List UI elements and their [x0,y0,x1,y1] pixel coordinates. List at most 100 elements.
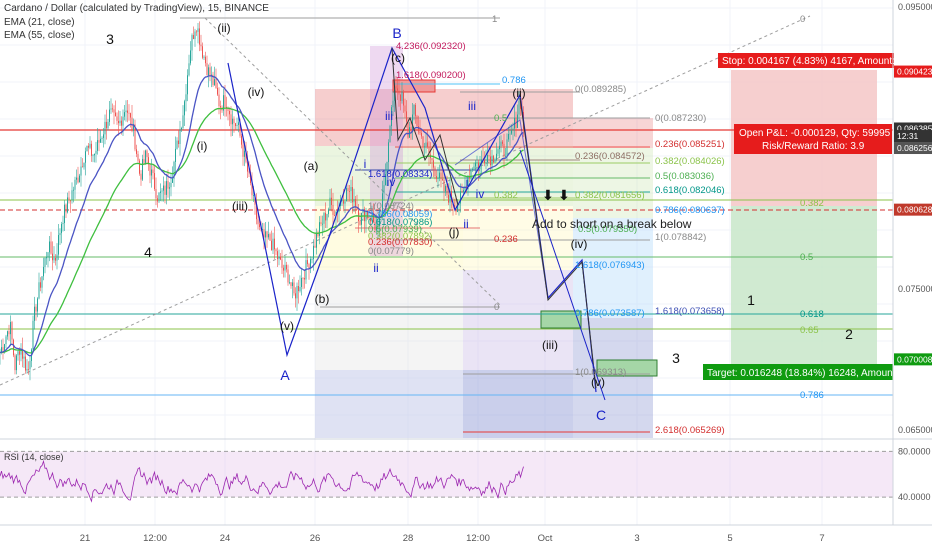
target-tag-bg [703,364,893,380]
candle-body [395,85,397,89]
candle-body [67,197,68,213]
candle-body [253,195,254,196]
candle-body [161,190,163,192]
wave-c-line [519,149,606,401]
candle-body [181,127,182,130]
candle-body [154,173,155,190]
candle-body [176,140,178,149]
candle-body [110,108,112,110]
candle-body [83,162,85,168]
candle-body [311,259,313,260]
candle-body [187,75,188,95]
candle-body [229,111,230,115]
fib-label: 0.236(0.085251) [655,139,725,150]
candle-body [194,31,196,40]
candle-body [512,128,514,131]
wave-label-1: 1 [747,292,755,308]
candle-body [347,187,349,192]
candle-body [518,100,520,115]
candle-body [76,177,77,180]
candle-body [251,183,253,196]
candle-body [392,100,394,108]
candle-body [460,191,461,204]
fib-lines [0,15,893,433]
candle-body [4,344,5,351]
fib-label: 0(0.07779) [368,246,414,257]
candle-body [137,153,139,161]
candle-body [80,166,82,176]
candle-body [496,153,497,160]
candle-body [427,142,428,148]
candle-body [494,159,496,163]
candle-body [94,153,95,156]
candle-body [184,101,185,116]
rsi-band [0,451,893,498]
fib-label: 1(0.078842) [655,232,706,243]
candle-body [197,28,199,32]
candle-body [269,234,271,241]
ema21-legend: EMA (21, close) [4,17,75,28]
candle-body [26,369,28,371]
candle-body [502,141,503,144]
candle-body [112,108,113,110]
rsi-legend: RSI (14, close) [4,452,64,462]
price-tick: 0.065000 [898,425,932,435]
fib-label: 1(0.08724) [368,201,414,212]
candle-body [386,162,388,175]
candle-body [346,187,347,202]
wave-inner-line [391,47,459,206]
candle-body [281,259,283,268]
candle-body [22,348,23,359]
candle-body [134,124,136,150]
candle-body [178,140,179,145]
candle-body [244,150,245,157]
candle-body [361,212,362,225]
wave-label-v-left: (v) [280,319,294,333]
candle-body [319,222,320,236]
price-badge: 0.070008 [897,354,932,364]
wave-sub-line [454,119,549,299]
candle-body [472,168,473,170]
position-zones [315,46,877,438]
candle-body [439,172,440,179]
candle-body [508,134,509,140]
wave-label-B: B [392,25,401,41]
candle-body [419,131,421,133]
candle-body [343,200,344,204]
fib-label: 2.618(0.065269) [655,425,725,436]
candle-body [259,224,260,228]
candle-body [172,178,173,183]
candle-body [182,115,184,128]
candle-body [79,175,80,183]
fib-box [463,206,573,270]
wave-label-ii-top: (ii) [217,21,230,35]
candle-body [320,222,322,224]
candle-body [32,320,34,350]
candle-body [425,142,427,147]
fib-label: 0.382 [800,198,824,209]
candle-body [383,185,385,194]
candle-body [196,31,197,33]
candle-body [1,347,2,353]
price-badge-bg [894,353,932,366]
candle-body [133,124,134,131]
candle-body [274,238,275,250]
candle-body [185,94,187,102]
candle-body [368,216,370,218]
candle-body [62,222,64,225]
candle-body [322,223,323,225]
candle-body [481,159,482,164]
candle-body [418,126,419,132]
candle-body [487,154,488,163]
candle-body [391,107,392,127]
down-arrow-icon: ⬇ [542,187,554,203]
fib-label: 0.618(0.07986) [368,217,432,228]
candle-body [389,126,391,143]
wave-label-ii-right: (ii) [512,86,525,100]
candle-body [202,46,203,58]
candle-body [290,282,292,287]
candle-body [283,267,284,271]
candle-body [56,254,58,261]
